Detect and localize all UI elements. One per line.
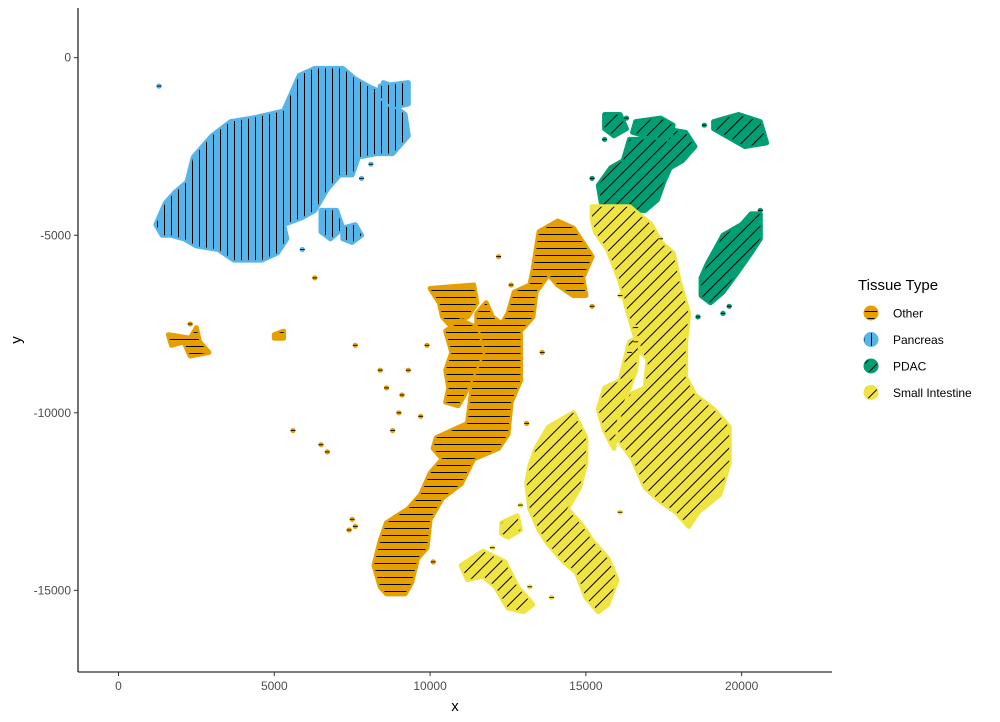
y-tick-label--5000: -5000 [40,228,71,242]
x-tick-label-10000: 10000 [413,679,447,693]
axes: 0 5000 10000 15000 20000 0 -5000 -10000 -15000 [34,8,832,693]
legend-item-pancreas: Pancreas [863,332,944,347]
y-axis-title: y [8,336,25,344]
region-other-2 [427,282,480,327]
region-pancreas-3 [340,222,364,245]
legend-swatch-pancreas [863,332,879,347]
region-pdac-2 [630,115,676,142]
region-pdac-3 [711,112,770,149]
y-tick-label--15000: -15000 [34,583,72,597]
legend-swatch-pdac [863,358,879,374]
series-other [165,218,595,597]
y-tick-label--10000: -10000 [34,406,72,420]
legend-swatch-small-intestine [863,385,879,400]
plot-area [153,65,770,615]
region-other-5 [271,328,287,341]
region-small-intestine-1 [589,204,732,529]
legend-item-other: Other [863,305,923,321]
region-pdac-5 [698,211,763,306]
legend-title: Tissue Type [858,277,938,294]
x-axis-title: x [451,698,459,715]
legend-label-other: Other [893,307,923,321]
region-pancreas-4 [377,80,411,110]
series-pancreas [153,65,411,263]
region-other-3 [443,318,486,409]
legend-label-pdac: PDAC [893,360,927,374]
series-pdac [589,112,770,320]
region-small-intestine-2 [595,335,642,451]
series-small-intestine [458,204,732,615]
y-ticks: 0 -5000 -10000 -15000 [34,51,78,597]
legend: Tissue Type Other Pancreas PDAC Small Intes… [858,277,972,400]
region-small-intestine-5 [499,513,523,540]
region-pancreas-1 [153,65,411,263]
x-tick-label-5000: 5000 [261,679,288,693]
x-tick-label-20000: 20000 [725,679,759,693]
y-tick-label-0: 0 [64,51,71,65]
legend-label-pancreas: Pancreas [893,333,944,347]
legend-item-pdac: PDAC [863,358,927,374]
x-tick-label-15000: 15000 [569,679,603,693]
legend-item-small-intestine: Small Intestine [863,385,972,400]
x-tick-label-0: 0 [115,679,122,693]
region-pancreas-2 [318,207,346,242]
x-ticks: 0 5000 10000 15000 20000 [115,672,759,693]
region-small-intestine-3 [524,410,620,615]
region-pdac-4 [602,112,629,139]
region-other-1 [371,218,595,597]
legend-swatch-other [863,305,879,321]
legend-items: Other Pancreas PDAC Small Intestine [863,305,972,400]
region-small-intestine-4 [458,548,536,615]
region-pdac-1 [595,126,698,213]
region-other-4 [165,325,212,359]
legend-label-small-intestine: Small Intestine [893,386,972,400]
